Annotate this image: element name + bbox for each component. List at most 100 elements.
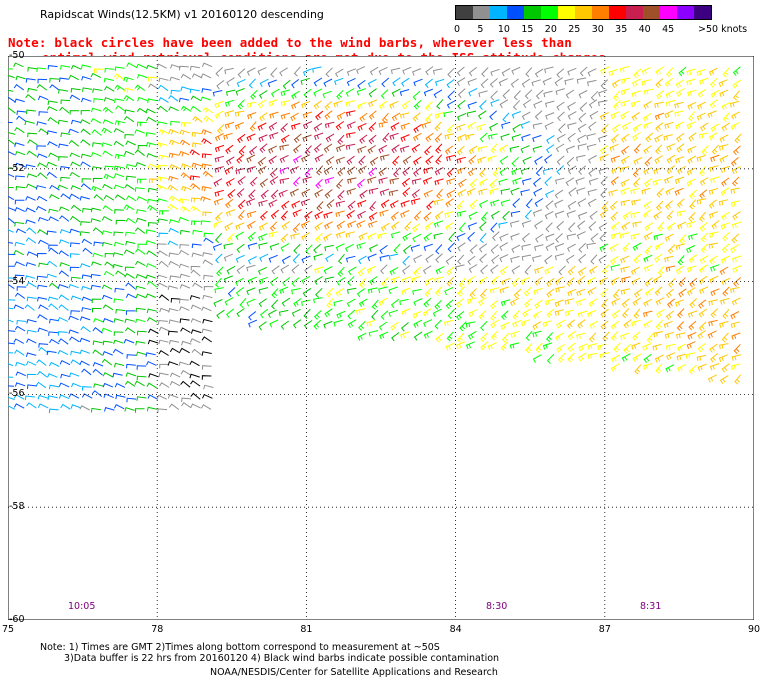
wind-barb (367, 232, 377, 241)
wind-barb (25, 164, 36, 169)
wind-barb (190, 95, 202, 102)
wind-barb (610, 255, 619, 265)
wind-barb (112, 252, 124, 257)
wind-barb (577, 143, 587, 150)
wind-barb (346, 255, 356, 263)
wind-barb (577, 319, 586, 329)
wind-barb (258, 321, 267, 331)
wind-barb (46, 350, 57, 356)
wind-barb (722, 231, 731, 242)
wind-barb (179, 65, 189, 71)
wind-barb (665, 364, 675, 373)
wind-barb (38, 343, 49, 348)
wind-barb (436, 188, 443, 199)
wind-barb (26, 296, 37, 302)
legend-label: 20 (544, 24, 557, 35)
wind-barb (368, 167, 377, 177)
wind-barb (533, 187, 543, 197)
wind-barb (597, 100, 608, 107)
wind-barb (456, 145, 465, 156)
wind-barb (8, 342, 15, 345)
wind-barb (202, 294, 213, 300)
wind-barb (147, 339, 159, 345)
wind-barb (688, 254, 698, 264)
wind-barb (313, 88, 323, 97)
wind-barb (697, 342, 706, 353)
wind-barb (223, 243, 233, 250)
wind-barb (707, 330, 717, 339)
wind-barb (400, 331, 410, 339)
wind-barb (313, 122, 323, 132)
wind-barb (590, 254, 598, 265)
wind-barb (446, 266, 455, 276)
wind-barb (490, 330, 499, 341)
wind-barb (720, 255, 730, 264)
wind-barb (665, 265, 676, 272)
wind-barb (554, 189, 564, 199)
wind-barb (588, 221, 597, 231)
wind-barb (101, 127, 112, 134)
wind-barb (411, 189, 420, 199)
wind-barb (511, 167, 521, 176)
wind-barb (644, 277, 653, 287)
wind-barb (135, 340, 146, 346)
wind-barb (14, 127, 25, 134)
legend-swatch (626, 6, 643, 19)
wind-barb (457, 88, 466, 98)
wind-barb (216, 80, 225, 90)
wind-barb (455, 310, 465, 321)
wind-barb (180, 327, 191, 333)
wind-barb (292, 253, 300, 264)
wind-barb (554, 253, 565, 261)
wind-barb (314, 189, 323, 198)
wind-barb (226, 265, 236, 275)
wind-barb (544, 176, 552, 187)
wind-barb (511, 265, 521, 275)
legend-color-bar (455, 5, 712, 20)
wind-barb (711, 220, 720, 230)
wind-barb (13, 83, 25, 91)
wind-barb (457, 254, 465, 265)
wind-barb (103, 194, 115, 201)
wind-barb (146, 406, 158, 412)
wind-barb (102, 372, 114, 378)
wind-barb (621, 221, 631, 231)
wind-barb (532, 209, 543, 217)
wind-barb (674, 110, 684, 117)
wind-barb (70, 310, 81, 315)
wind-barb (236, 188, 245, 198)
wind-barb (577, 134, 587, 144)
wind-barb (48, 303, 59, 310)
wind-barb (380, 89, 389, 100)
wind-barb (47, 296, 59, 302)
wind-barb (214, 211, 223, 222)
wind-barb (631, 78, 641, 87)
wind-barb (14, 274, 25, 280)
wind-barb (279, 67, 288, 77)
wind-barb (390, 122, 400, 131)
wind-barb (445, 198, 454, 208)
wind-barb (148, 328, 159, 334)
wind-barb (169, 275, 180, 281)
wind-barb (236, 264, 245, 274)
wind-barb (600, 176, 608, 187)
wind-barb (731, 354, 742, 361)
wind-barb (347, 220, 357, 229)
wind-barb (112, 263, 123, 269)
wind-barb (8, 121, 13, 124)
wind-barb (423, 211, 432, 222)
wind-barb (544, 266, 554, 275)
wind-barb (104, 165, 115, 171)
wind-barb (610, 331, 619, 341)
wind-barb (25, 262, 36, 267)
wind-barb (224, 110, 234, 118)
wind-barb (46, 171, 57, 179)
wind-barb (201, 62, 213, 68)
wind-barb (369, 66, 379, 76)
wind-barb (664, 77, 674, 88)
longitude-tick-label: 75 (2, 624, 15, 635)
wind-barb (578, 343, 588, 352)
wind-barb (480, 341, 489, 351)
latitude-tick-label: -52 (9, 162, 25, 174)
wind-barb (688, 111, 696, 122)
